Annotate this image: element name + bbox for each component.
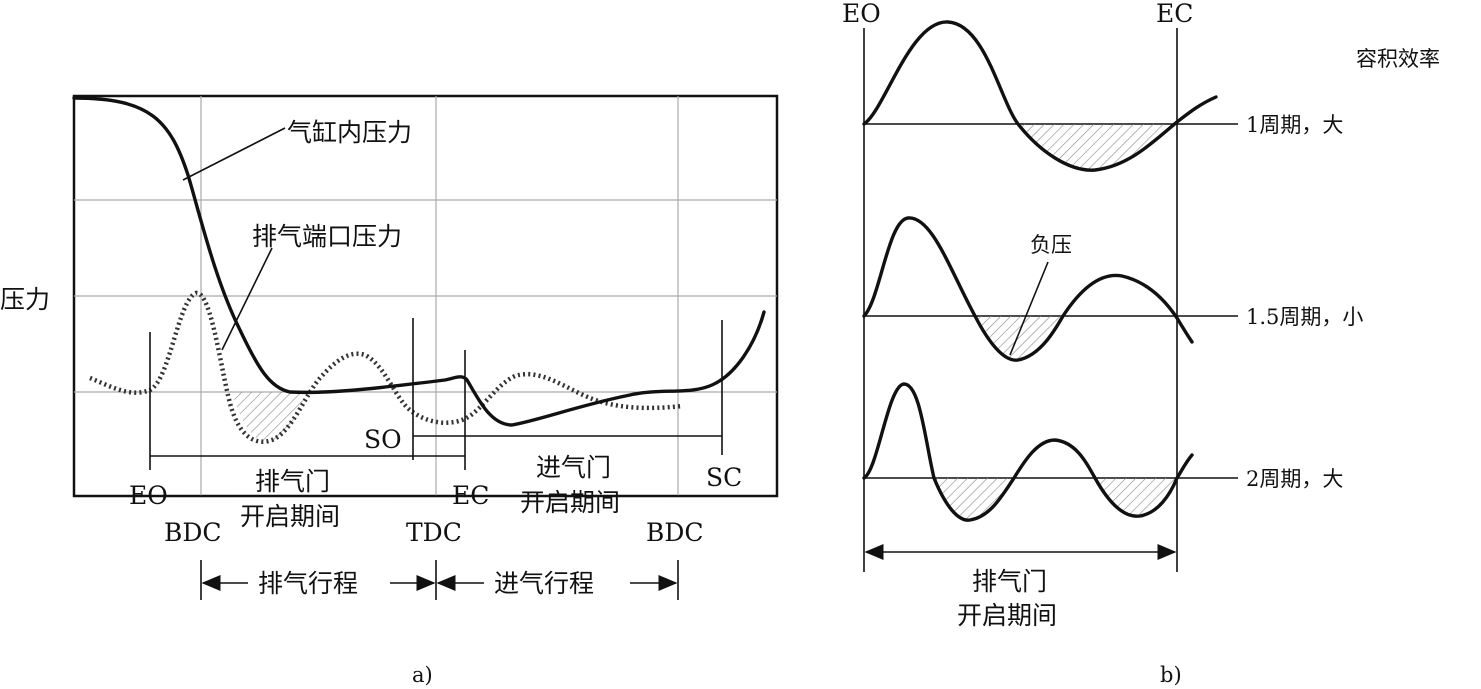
negative-pressure-area-3a xyxy=(934,478,1014,521)
ec-label-b: EC xyxy=(1156,0,1193,28)
bdc-right-label: BDC xyxy=(646,518,704,547)
sc-label: SC xyxy=(706,463,742,492)
exhaust-period-line2: 开启期间 xyxy=(240,502,340,531)
caption-a: a) xyxy=(412,663,433,687)
eo-label: EO xyxy=(129,481,168,510)
row-3-label: 2周期，大 xyxy=(1246,467,1343,491)
eo-label-b: EO xyxy=(842,0,881,28)
period-label-line1: 排气门 xyxy=(972,567,1047,596)
cylinder-pressure-curve xyxy=(72,96,766,427)
negative-pressure-area-a xyxy=(232,392,306,443)
bdc-left-label: BDC xyxy=(164,518,222,547)
row-2-label: 1.5周期，小 xyxy=(1246,305,1363,329)
intake-period-line1: 进气门 xyxy=(536,453,611,482)
period-label-line2: 开启期间 xyxy=(957,601,1057,630)
intake-stroke-label: 进气行程 xyxy=(494,569,594,598)
so-label: SO xyxy=(364,425,402,454)
pressure-wave-1-5-cycle xyxy=(862,216,1194,362)
cylinder-pressure-label: 气缸内压力 xyxy=(287,118,412,147)
pressure-wave-2-cycle xyxy=(862,382,1194,522)
port-pressure-label: 排气端口压力 xyxy=(252,222,402,251)
y-axis-label: 压力 xyxy=(0,285,50,314)
caption-b: b) xyxy=(1160,663,1182,687)
intake-period-line2: 开启期间 xyxy=(520,488,620,517)
exhaust-stroke-label: 排气行程 xyxy=(258,569,358,598)
volumetric-efficiency-header: 容积效率 xyxy=(1356,47,1440,71)
exhaust-period-line1: 排气门 xyxy=(255,467,330,496)
pressure-wave-1-cycle xyxy=(862,20,1218,172)
negative-pressure-label: 负压 xyxy=(1030,233,1072,257)
tdc-label: TDC xyxy=(406,518,462,547)
panel-a: 气缸内压力 排气端口压力 压力 SO SC EO EC 排气门 开启期间 进气门… xyxy=(0,94,779,687)
panel-b: EO EC 容积效率 1周期，大 负压 1.5周期，小 2周期，大 排气门 开启… xyxy=(842,0,1440,687)
ec-label: EC xyxy=(452,481,489,510)
port-pressure-curve xyxy=(89,290,683,444)
row-1-label: 1周期，大 xyxy=(1246,113,1343,137)
